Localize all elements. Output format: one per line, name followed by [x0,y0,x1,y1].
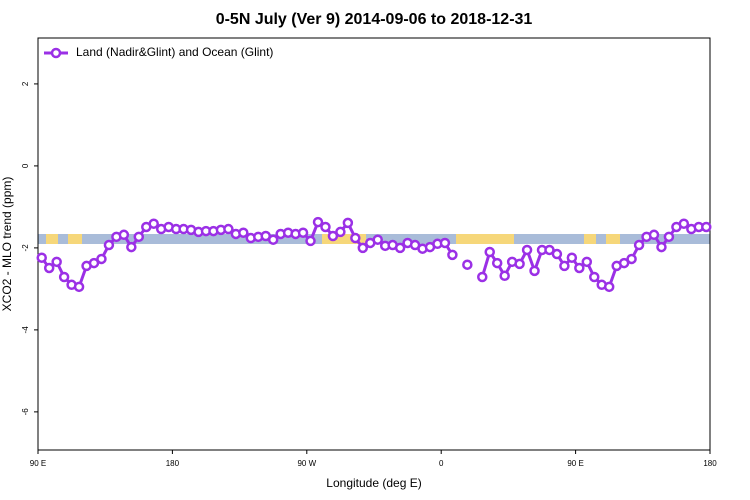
land-band [584,234,596,244]
data-point [148,218,159,229]
data-point [656,241,667,253]
data-point [51,256,62,268]
data-point [559,260,570,272]
data-point [491,257,503,269]
y-tick-label: 2 [21,81,30,86]
data-point [297,227,309,238]
x-tick-label: 90 E [567,459,583,468]
chart-title: 0-5N July (Ver 9) 2014-09-06 to 2018-12-… [216,11,533,28]
data-point [633,239,645,251]
legend-label: Land (Nadir&Glint) and Ocean (Glint) [76,45,273,59]
data-point [118,229,130,241]
legend-marker [50,47,62,59]
data-point [603,281,615,293]
data-point [43,262,55,274]
data-point [626,253,637,265]
data-point [342,217,354,229]
data-point [335,226,346,238]
data-point [133,231,145,243]
data-point [551,248,563,260]
data-point [581,256,593,268]
land-band [606,234,620,244]
data-point [678,218,690,229]
data-point [36,252,47,263]
data-point [394,242,406,254]
land-band [68,234,82,244]
land-band [46,234,58,244]
data-point [357,242,369,254]
data-point [574,262,585,274]
y-tick-label: -4 [21,326,30,334]
data-point [58,271,70,283]
data-point [223,223,234,235]
data-point [372,234,383,245]
data-point [529,265,540,277]
data-point [312,216,324,228]
data-point [589,271,600,283]
data-point [701,221,712,233]
x-tick-label: 90 E [30,459,46,468]
data-point [462,259,473,270]
data-point [305,235,316,247]
data-point [499,270,510,282]
data-point [618,257,630,269]
data-point [267,234,279,245]
data-point [238,227,249,238]
y-tick-label: 0 [21,163,30,168]
data-point [514,258,525,270]
x-tick-label: 0 [439,459,444,468]
data-point [88,257,100,269]
data-point [126,241,137,253]
x-tick-label: 180 [166,459,180,468]
land-band [456,234,514,244]
x-axis-label: Longitude (deg E) [326,476,421,490]
data-point [663,231,675,243]
data-point [544,244,555,256]
data-point [477,271,488,283]
land-band [322,234,366,244]
y-tick-label: -2 [21,244,30,252]
data-point [103,239,115,251]
x-tick-label: 180 [703,459,717,468]
data-point [350,232,361,244]
data-point [320,221,331,233]
data-point [566,252,578,263]
data-point [648,229,660,241]
y-tick-label: -6 [21,408,30,416]
series-line [40,219,707,289]
data-point [484,246,495,258]
data-point [73,281,85,293]
data-point [521,244,533,256]
y-axis-label: XCO2 - MLO trend (ppm) [0,177,14,312]
data-point [439,237,451,249]
x-tick-label: 90 W [297,459,316,468]
data-point [447,249,458,261]
plot-frame [37,37,711,451]
data-point [96,253,107,265]
data-point [327,230,339,242]
